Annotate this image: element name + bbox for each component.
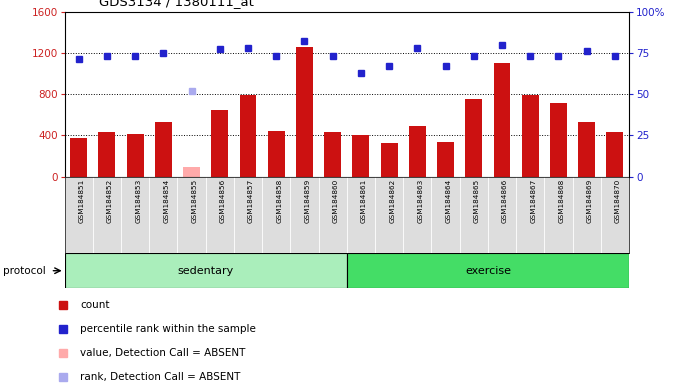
Text: sedentary: sedentary <box>177 266 234 276</box>
Bar <box>324 132 341 177</box>
Text: GSM184858: GSM184858 <box>276 179 282 223</box>
Text: GSM184862: GSM184862 <box>389 179 395 223</box>
Text: GSM184863: GSM184863 <box>418 179 424 223</box>
Text: rank, Detection Call = ABSENT: rank, Detection Call = ABSENT <box>80 372 240 382</box>
Bar <box>465 99 482 177</box>
Text: GSM184856: GSM184856 <box>220 179 226 223</box>
Bar <box>352 136 369 177</box>
Text: GSM184868: GSM184868 <box>558 179 564 223</box>
Text: GSM184853: GSM184853 <box>135 179 141 223</box>
Bar <box>183 167 200 177</box>
Text: GSM184860: GSM184860 <box>333 179 339 223</box>
Text: GSM184867: GSM184867 <box>530 179 537 223</box>
Text: GSM184852: GSM184852 <box>107 179 113 223</box>
Text: GSM184854: GSM184854 <box>163 179 169 223</box>
Bar <box>239 95 256 177</box>
Bar <box>65 253 347 288</box>
Text: protocol: protocol <box>3 266 46 276</box>
Text: GSM184855: GSM184855 <box>192 179 198 223</box>
Bar <box>381 142 398 177</box>
Bar <box>550 103 567 177</box>
Bar <box>155 122 172 177</box>
Bar <box>296 46 313 177</box>
Text: GSM184866: GSM184866 <box>502 179 508 223</box>
Text: percentile rank within the sample: percentile rank within the sample <box>80 324 256 334</box>
Text: GDS3134 / 1380111_at: GDS3134 / 1380111_at <box>99 0 254 8</box>
Text: GSM184864: GSM184864 <box>445 179 452 223</box>
Text: GSM184851: GSM184851 <box>79 179 85 223</box>
Bar <box>268 131 285 177</box>
Bar <box>70 139 87 177</box>
Text: GSM184870: GSM184870 <box>615 179 621 223</box>
Text: count: count <box>80 300 109 310</box>
Text: GSM184869: GSM184869 <box>587 179 593 223</box>
Bar <box>578 122 595 177</box>
Bar <box>437 142 454 177</box>
Bar <box>126 134 143 177</box>
Bar <box>607 132 624 177</box>
Text: GSM184865: GSM184865 <box>474 179 480 223</box>
Bar <box>347 253 629 288</box>
Bar <box>409 126 426 177</box>
Text: GSM184857: GSM184857 <box>248 179 254 223</box>
Bar <box>494 63 511 177</box>
Text: value, Detection Call = ABSENT: value, Detection Call = ABSENT <box>80 348 245 358</box>
Bar <box>522 95 539 177</box>
Text: exercise: exercise <box>465 266 511 276</box>
Bar <box>211 109 228 177</box>
Bar <box>99 132 116 177</box>
Text: GSM184861: GSM184861 <box>361 179 367 223</box>
Text: GSM184859: GSM184859 <box>305 179 311 223</box>
